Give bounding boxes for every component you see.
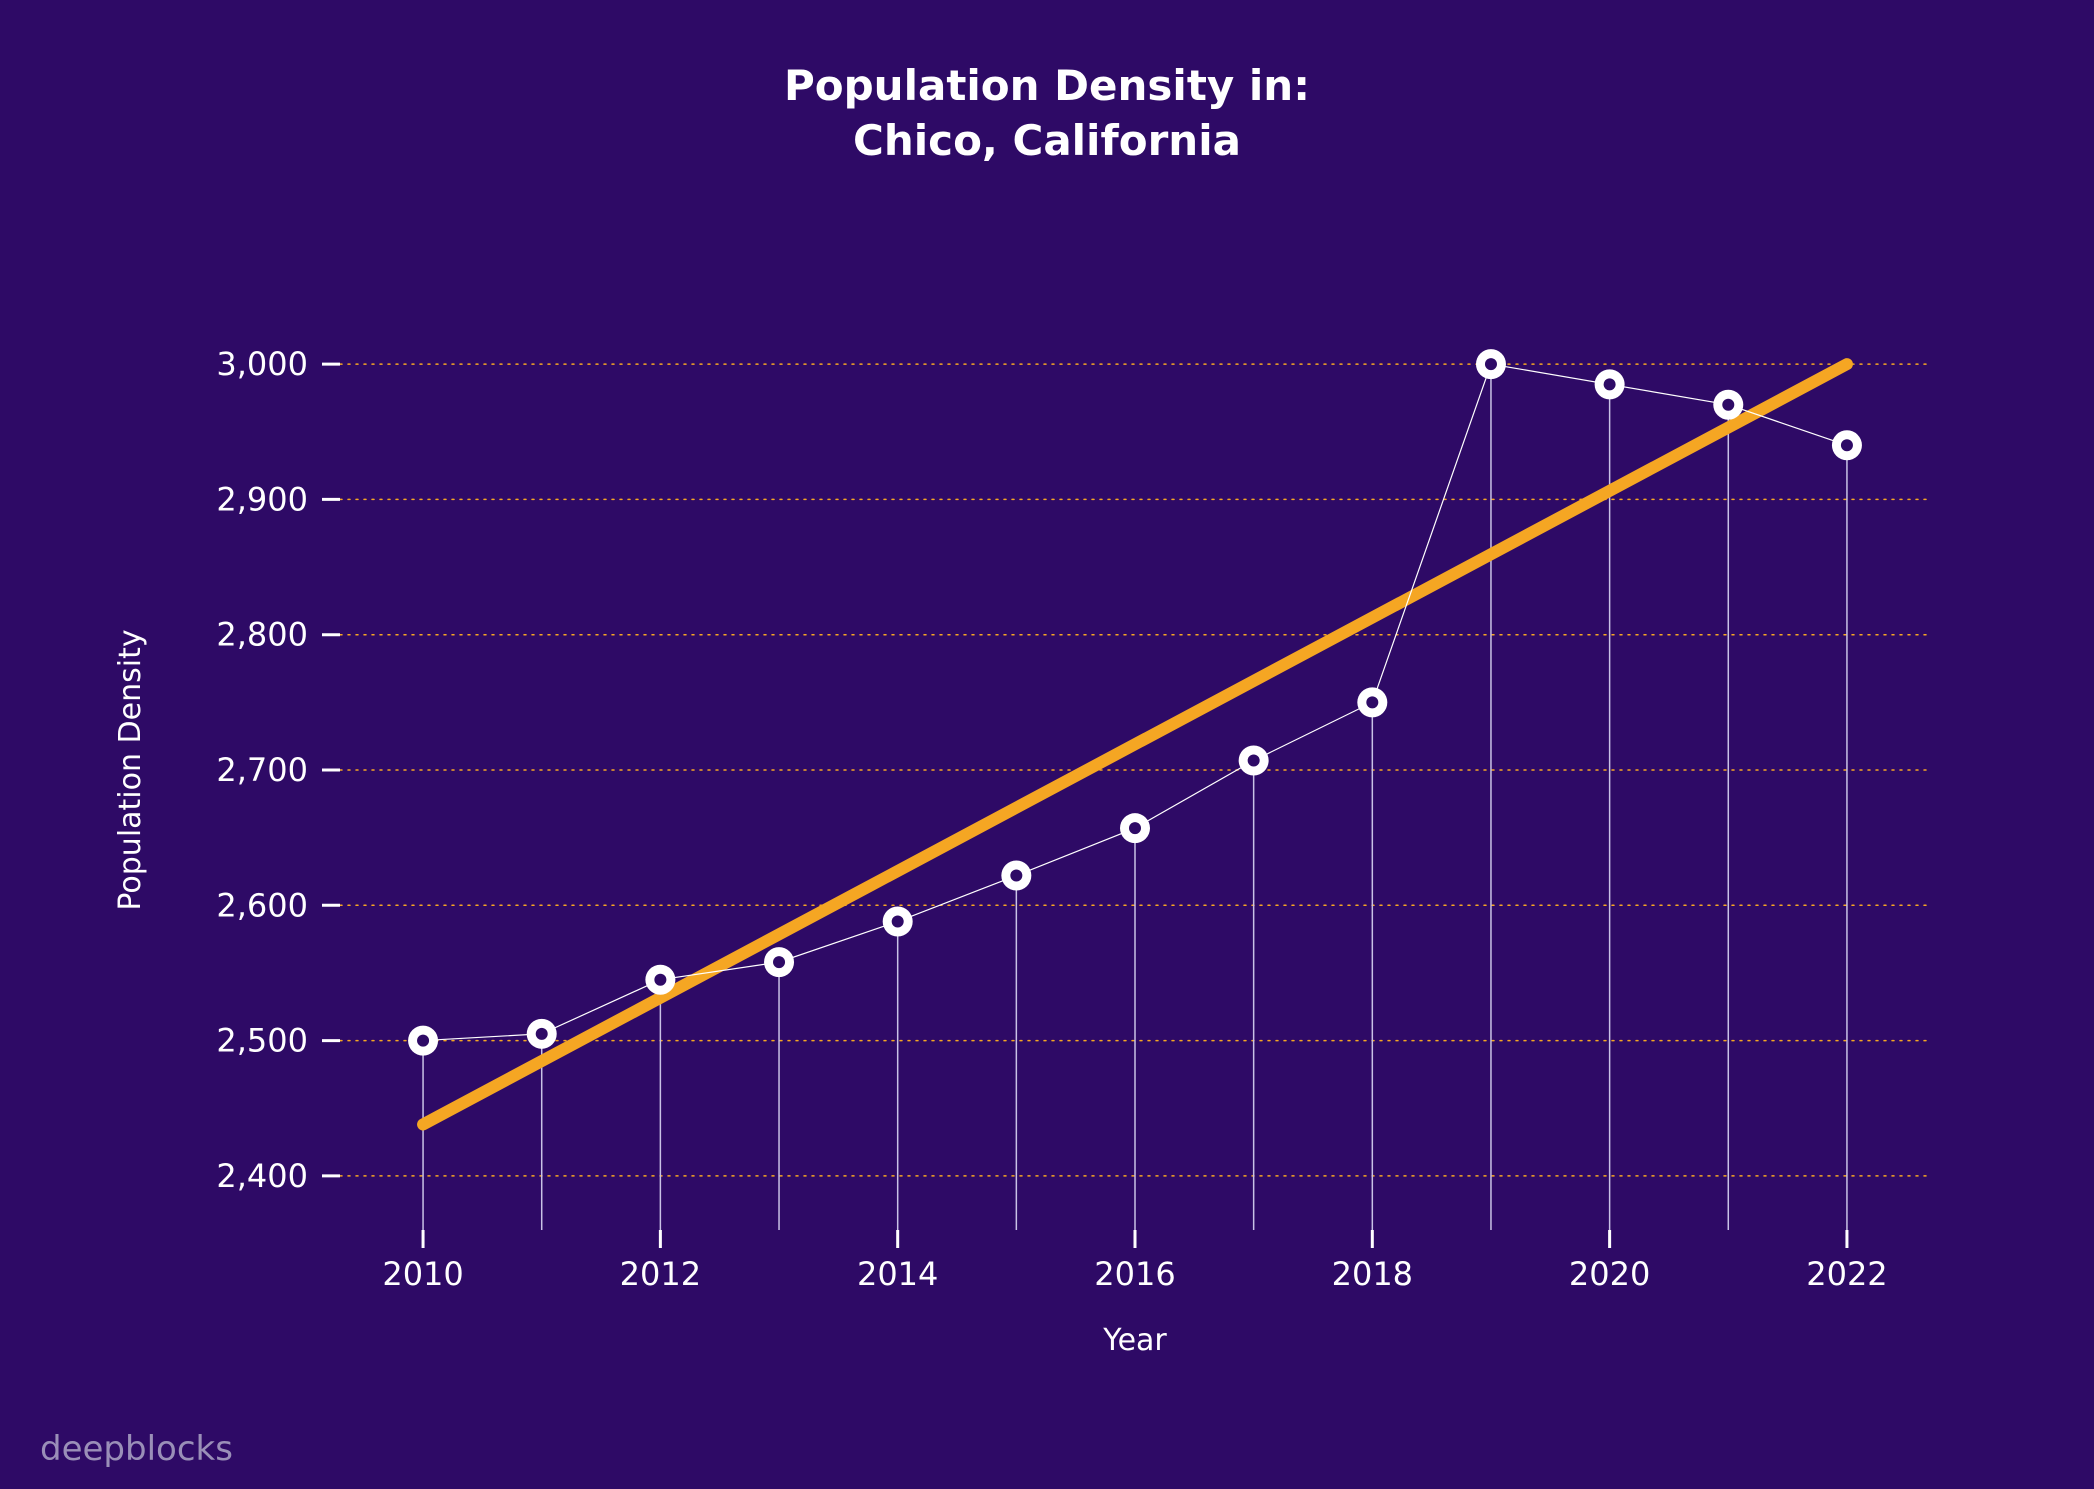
data-marker-inner <box>1841 439 1853 451</box>
y-tick-label: 2,900 <box>216 480 308 518</box>
data-marker-inner <box>1722 399 1734 411</box>
data-marker-inner <box>536 1028 548 1040</box>
x-tick-label: 2014 <box>857 1255 938 1293</box>
y-tick-label: 3,000 <box>216 345 308 383</box>
x-tick-label: 2012 <box>620 1255 701 1293</box>
chart-container: Population Density in: Chico, California 2… <box>0 0 2094 1489</box>
data-marker-inner <box>892 916 904 928</box>
y-tick-label: 2,500 <box>216 1022 308 1060</box>
x-tick-label: 2022 <box>1806 1255 1887 1293</box>
y-tick-label: 2,600 <box>216 886 308 924</box>
chart-title-line2: Chico, California <box>853 116 1241 165</box>
data-marker-inner <box>417 1035 429 1047</box>
data-marker-inner <box>1485 358 1497 370</box>
data-marker-inner <box>654 974 666 986</box>
data-marker-inner <box>1129 822 1141 834</box>
data-marker-inner <box>1604 378 1616 390</box>
y-axis-label: Population Density <box>113 629 148 910</box>
x-axis-label: Year <box>1102 1323 1167 1358</box>
chart-svg: Population Density in: Chico, California 2… <box>0 0 2094 1489</box>
data-marker-inner <box>1010 870 1022 882</box>
y-tick-label: 2,700 <box>216 751 308 789</box>
x-tick-label: 2010 <box>382 1255 463 1293</box>
x-tick-label: 2020 <box>1569 1255 1650 1293</box>
data-marker-inner <box>1248 755 1260 767</box>
data-marker-inner <box>1366 696 1378 708</box>
chart-title-line1: Population Density in: <box>784 61 1310 110</box>
chart-background <box>0 0 2094 1489</box>
x-tick-label: 2016 <box>1094 1255 1175 1293</box>
x-tick-label: 2018 <box>1332 1255 1413 1293</box>
y-tick-label: 2,800 <box>216 616 308 654</box>
data-marker-inner <box>773 956 785 968</box>
watermark: deepblocks <box>40 1429 233 1469</box>
y-tick-label: 2,400 <box>216 1157 308 1195</box>
